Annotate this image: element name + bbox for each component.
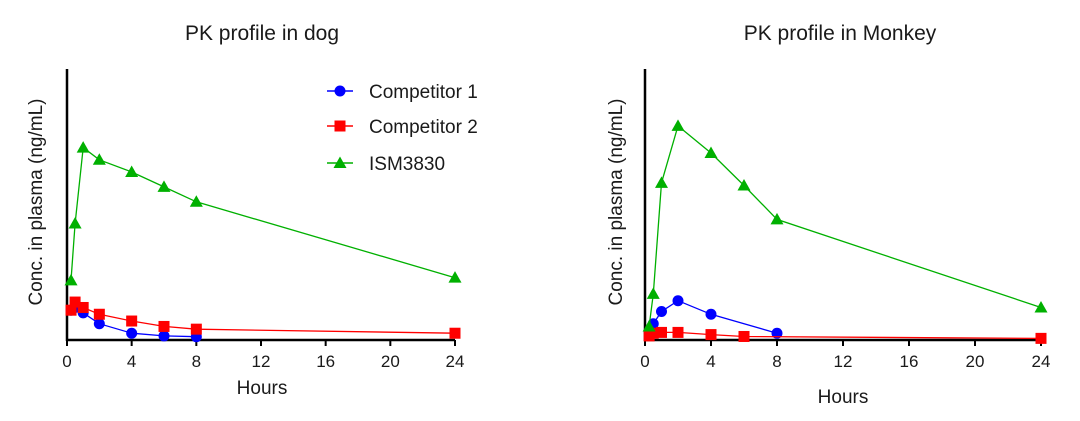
data-point-competitor-1 — [672, 295, 684, 307]
legend-label-competitor-2: Competitor 2 — [369, 117, 478, 138]
data-point-ism3830 — [655, 176, 668, 188]
data-point-competitor-2 — [65, 304, 77, 316]
chart-dog-ylabel: Conc. in plasma (ng/mL) — [26, 99, 47, 306]
data-point-ism3830 — [92, 153, 106, 165]
legend-item-competitor-2: Competitor 2 — [327, 117, 478, 138]
chart-monkey-title: PK profile in Monkey — [744, 22, 937, 45]
data-point-ism3830 — [704, 146, 718, 159]
data-point-ism3830 — [76, 141, 90, 153]
data-point-competitor-2 — [77, 301, 89, 313]
data-point-competitor-2 — [449, 327, 461, 339]
legend-label-ism3830: ISM3830 — [369, 154, 445, 175]
chart-dog-plot: 0 4 8 12 16 20 24 — [62, 69, 464, 371]
data-point-competitor-2 — [126, 315, 138, 327]
data-point-competitor-2 — [190, 323, 202, 335]
x-tick-label: 8 — [772, 352, 781, 371]
legend-label-competitor-1: Competitor 1 — [369, 82, 478, 103]
data-point-ism3830 — [448, 271, 462, 283]
legend-item-competitor-1: Competitor 1 — [327, 82, 478, 103]
data-point-competitor-1 — [705, 308, 717, 320]
series-line-ism3830 — [648, 124, 1042, 327]
x-tick-label: 4 — [127, 352, 136, 371]
data-point-competitor-2 — [1035, 332, 1047, 344]
chart-monkey-ylabel: Conc. in plasma (ng/mL) — [606, 99, 627, 306]
chart-dog: PK profile in dog Conc. in plasma (ng/mL… — [26, 22, 478, 399]
data-point-ism3830 — [189, 195, 203, 207]
data-point-competitor-1 — [771, 327, 783, 339]
x-tick-label: 0 — [640, 352, 649, 371]
chart-dog-title: PK profile in dog — [185, 22, 339, 45]
data-point-competitor-2 — [158, 320, 170, 332]
data-point-competitor-2 — [647, 327, 659, 339]
data-point-ism3830 — [642, 319, 656, 332]
x-tick-label: 24 — [1032, 352, 1051, 371]
chart-dog-legend: Competitor 1 Competitor 2 ISM3830 — [327, 82, 478, 175]
data-point-competitor-2 — [93, 308, 105, 320]
legend-item-ism3830: ISM3830 — [327, 154, 445, 175]
chart-monkey-xlabel: Hours — [818, 387, 869, 408]
x-tick-label: 12 — [252, 352, 271, 371]
data-point-ism3830 — [1034, 300, 1048, 313]
x-tick-label: 12 — [834, 352, 853, 371]
legend-marker-circle — [334, 85, 346, 97]
x-tick-label: 20 — [966, 352, 985, 371]
chart-monkey-plot: 0 4 8 12 16 20 24 — [640, 69, 1050, 371]
chart-dog-xlabel: Hours — [237, 378, 288, 399]
x-tick-label: 20 — [381, 352, 400, 371]
x-tick-label: 8 — [192, 352, 201, 371]
data-point-ism3830 — [737, 179, 751, 191]
x-tick-label: 24 — [446, 352, 465, 371]
data-point-competitor-1 — [158, 330, 170, 342]
x-tick-label: 4 — [706, 352, 715, 371]
data-point-competitor-2 — [656, 326, 667, 338]
x-tick-label: 16 — [900, 352, 919, 371]
data-point-competitor-2 — [69, 296, 81, 308]
data-point-ism3830 — [646, 287, 660, 299]
legend-marker-triangle — [333, 156, 347, 168]
data-point-competitor-1 — [93, 318, 105, 330]
data-point-ism3830 — [671, 119, 685, 131]
data-point-ism3830 — [770, 212, 784, 225]
data-point-competitor-1 — [126, 327, 138, 339]
legend-marker-square — [334, 120, 346, 132]
data-point-ism3830 — [68, 216, 82, 229]
data-point-ism3830 — [157, 180, 171, 192]
x-tick-label: 16 — [316, 352, 335, 371]
series-line-ism3830 — [70, 146, 456, 281]
data-point-competitor-2 — [738, 330, 750, 342]
data-point-competitor-2 — [705, 329, 717, 341]
data-point-ism3830 — [125, 165, 139, 177]
chart-monkey: PK profile in Monkey Conc. in plasma (ng… — [606, 22, 1050, 408]
data-point-competitor-2 — [672, 326, 684, 338]
data-point-competitor-1 — [656, 306, 667, 318]
data-point-ism3830 — [64, 273, 78, 286]
x-tick-label: 0 — [62, 352, 71, 371]
